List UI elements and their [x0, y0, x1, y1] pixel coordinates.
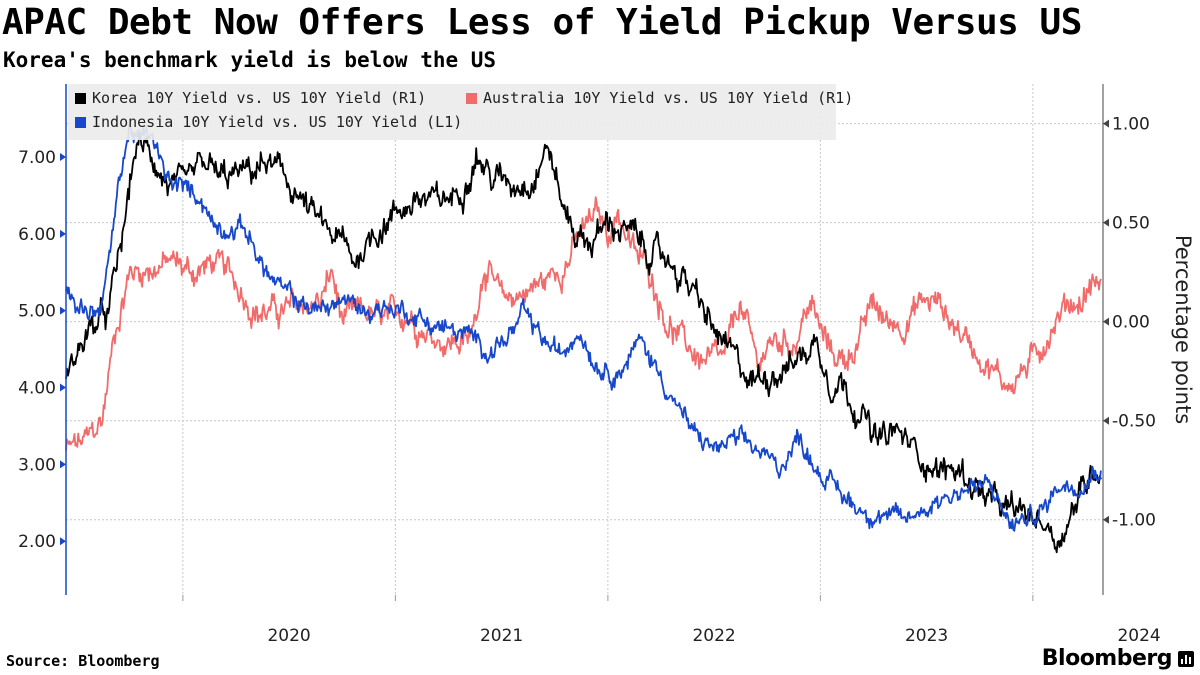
- series-line: [65, 121, 1102, 532]
- left-tick-mark: [60, 153, 66, 161]
- right-tick-mark: [1103, 515, 1109, 524]
- legend-label: Australia 10Y Yield vs. US 10Y Yield (R1…: [483, 89, 853, 107]
- legend: Korea 10Y Yield vs. US 10Y Yield (R1) Aus…: [68, 84, 853, 140]
- left-tick-label: 5.00: [18, 302, 56, 322]
- legend-swatch: [75, 117, 86, 128]
- left-tick-label: 6.00: [18, 225, 56, 245]
- right-tick-label: -1.00: [1112, 511, 1156, 531]
- left-tick-mark: [60, 383, 66, 392]
- grid-layer: [66, 84, 1103, 595]
- left-tick-label: 4.00: [18, 379, 56, 399]
- left-tick-mark: [60, 306, 66, 315]
- brand-logo-text: Bloomberg: [1041, 646, 1173, 671]
- series-line: [65, 129, 1102, 554]
- legend-label: Indonesia 10Y Yield vs. US 10Y Yield (L1…: [92, 113, 462, 131]
- right-tick-label: 0.50: [1112, 214, 1150, 234]
- chart-subtitle: Korea's benchmark yield is below the US: [3, 48, 497, 72]
- x-tick-label: 2024: [1117, 626, 1160, 646]
- bloomberg-chart-icon: [1178, 651, 1194, 667]
- legend-label: Korea 10Y Yield vs. US 10Y Yield (R1): [92, 89, 426, 107]
- right-axis-title: Percentage points: [1171, 235, 1195, 424]
- legend-background: [68, 84, 836, 140]
- axes-layer: 2020 2021 2022 2023 2024 2.00 3.00 4.00 5.00 6.00…: [18, 84, 1195, 646]
- left-tick-label: 7.00: [18, 148, 56, 168]
- right-tick-label: 1.00: [1112, 115, 1150, 135]
- x-tick-label: 2020: [267, 626, 310, 646]
- chart-title: APAC Debt Now Offers Less of Yield Picku…: [2, 2, 1082, 43]
- x-tick-label: 2021: [480, 626, 523, 646]
- legend-swatch: [75, 93, 86, 104]
- x-tick-label: 2023: [905, 626, 948, 646]
- right-tick-mark: [1103, 317, 1109, 326]
- left-tick-mark: [60, 229, 66, 238]
- right-tick-mark: [1103, 416, 1109, 425]
- left-tick-label: 3.00: [18, 455, 56, 475]
- right-tick-label: -0.50: [1112, 412, 1156, 432]
- left-tick-mark: [60, 537, 66, 546]
- legend-swatch: [466, 93, 477, 104]
- left-tick-mark: [60, 460, 66, 469]
- right-tick-mark: [1103, 218, 1109, 227]
- series-layer: [65, 121, 1102, 554]
- series-line: [65, 196, 1102, 451]
- left-tick-label: 2.00: [18, 532, 56, 552]
- right-tick-mark: [1103, 119, 1109, 128]
- source-note: Source: Bloomberg: [6, 652, 160, 670]
- right-tick-label: 0.00: [1112, 313, 1150, 333]
- x-tick-label: 2022: [692, 626, 735, 646]
